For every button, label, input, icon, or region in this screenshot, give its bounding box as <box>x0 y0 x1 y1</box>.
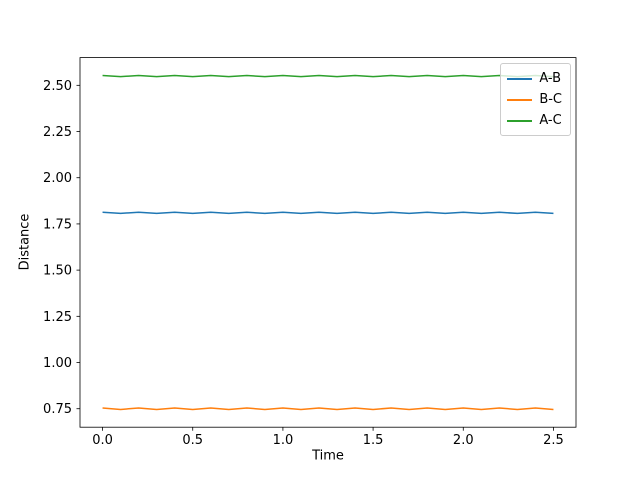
svg-text:1.75: 1.75 <box>43 217 72 232</box>
svg-text:1.0: 1.0 <box>273 433 294 448</box>
svg-text:2.5: 2.5 <box>543 433 564 448</box>
legend-label: A-B <box>539 71 562 86</box>
svg-text:0.75: 0.75 <box>43 402 72 417</box>
svg-text:0.5: 0.5 <box>182 433 203 448</box>
svg-text:0.0: 0.0 <box>92 433 113 448</box>
legend: A-B B-C A-C <box>500 63 571 136</box>
legend-label: B-C <box>539 92 562 107</box>
legend-item: B-C <box>507 89 562 110</box>
svg-text:1.5: 1.5 <box>363 433 384 448</box>
legend-line-swatch <box>507 119 533 122</box>
svg-text:2.50: 2.50 <box>43 79 72 94</box>
svg-text:1.25: 1.25 <box>43 310 72 325</box>
svg-text:1.00: 1.00 <box>43 356 72 371</box>
y-axis-label: Distance <box>17 213 33 271</box>
legend-item: A-C <box>507 110 562 131</box>
svg-text:2.00: 2.00 <box>43 171 72 186</box>
svg-text:2.0: 2.0 <box>453 433 474 448</box>
svg-text:1.50: 1.50 <box>43 264 72 279</box>
legend-line-swatch <box>507 98 533 101</box>
svg-text:2.25: 2.25 <box>43 125 72 140</box>
x-axis-label: Time <box>312 448 344 464</box>
legend-label: A-C <box>539 113 562 128</box>
legend-line-swatch <box>507 77 533 80</box>
legend-item: A-B <box>507 68 562 89</box>
